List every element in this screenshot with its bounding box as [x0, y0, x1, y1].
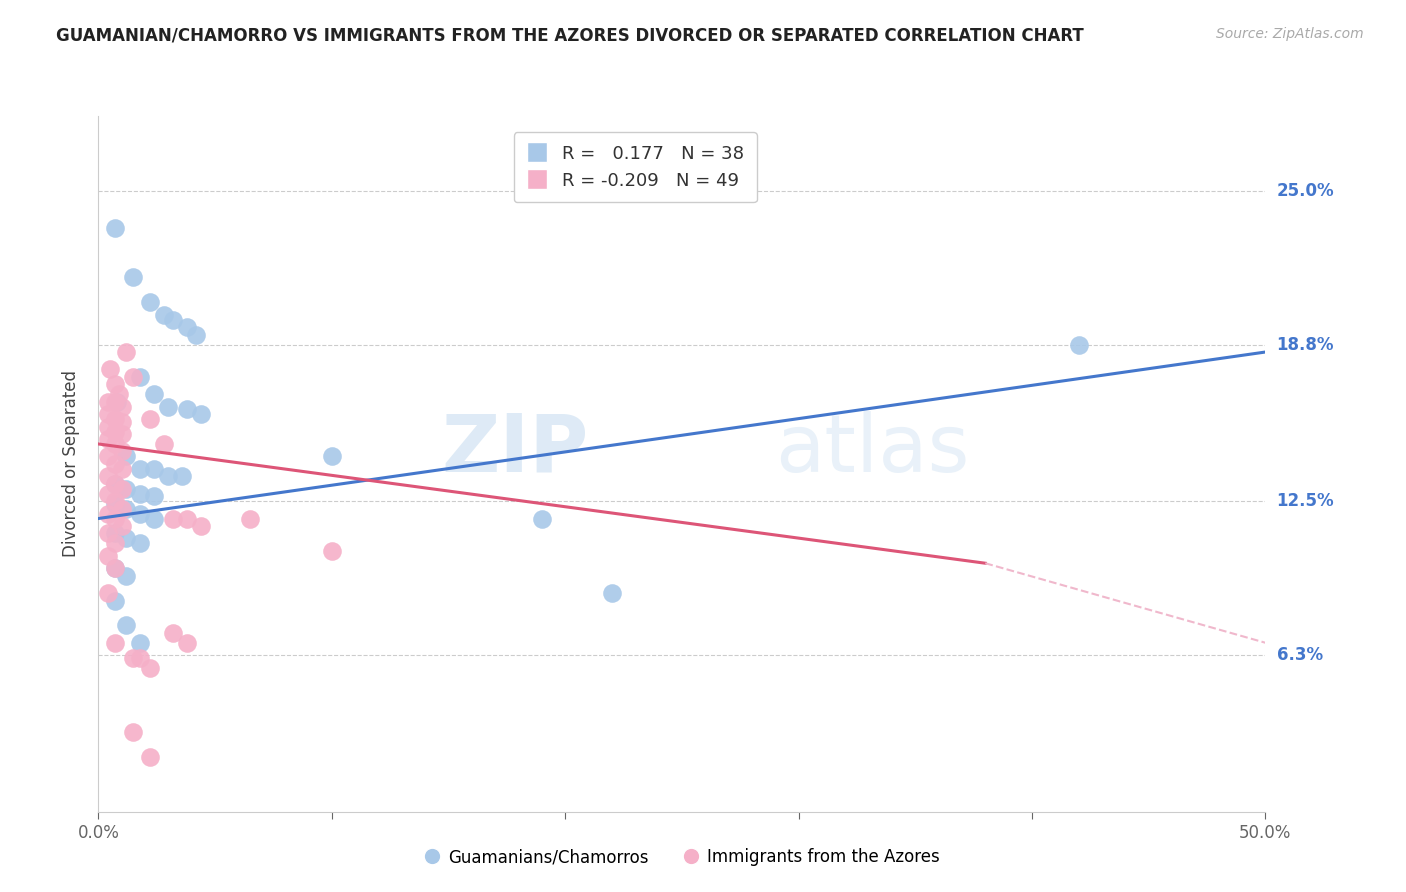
Point: [186, 327, 208, 342]
Point: [104, 497, 127, 511]
Point: [176, 636, 198, 650]
Point: [115, 501, 138, 516]
Text: 12.5%: 12.5%: [1277, 492, 1334, 510]
Point: [104, 377, 127, 392]
Point: [239, 511, 262, 525]
Point: [111, 400, 134, 414]
Point: [108, 387, 131, 401]
Point: [152, 437, 174, 451]
Point: [129, 369, 152, 384]
Point: [122, 369, 145, 384]
Point: [97, 507, 120, 521]
Point: [97, 432, 120, 446]
Point: [104, 425, 127, 439]
Point: [143, 387, 166, 401]
Point: [104, 536, 127, 550]
Point: [104, 437, 127, 451]
Point: [176, 511, 198, 525]
Point: [129, 486, 152, 500]
Point: [104, 457, 127, 471]
Point: [143, 462, 166, 476]
Y-axis label: Divorced or Separated: Divorced or Separated: [62, 370, 80, 558]
Legend: Guamanians/Chamorros, Immigrants from the Azores: Guamanians/Chamorros, Immigrants from th…: [418, 842, 946, 873]
Point: [321, 450, 343, 464]
Point: [104, 220, 127, 235]
Point: [530, 511, 553, 525]
Point: [122, 725, 145, 739]
Point: [104, 511, 127, 525]
Point: [129, 507, 152, 521]
Point: [111, 519, 134, 533]
Point: [157, 469, 180, 483]
Point: [139, 750, 162, 764]
Point: [600, 586, 623, 600]
Point: [104, 494, 127, 508]
Point: [98, 362, 121, 376]
Text: atlas: atlas: [775, 411, 970, 489]
Point: [111, 462, 134, 476]
Point: [122, 270, 145, 285]
Point: [143, 489, 166, 503]
Point: [129, 462, 152, 476]
Point: [172, 469, 194, 483]
Point: [97, 450, 120, 464]
Point: [104, 394, 127, 409]
Point: [1067, 337, 1090, 351]
Text: 6.3%: 6.3%: [1277, 646, 1323, 665]
Point: [129, 636, 152, 650]
Point: [143, 511, 166, 525]
Point: [97, 419, 120, 434]
Point: [97, 586, 120, 600]
Point: [97, 394, 120, 409]
Point: [162, 625, 184, 640]
Point: [111, 427, 134, 442]
Point: [111, 415, 134, 429]
Point: [111, 444, 134, 458]
Point: [162, 312, 184, 326]
Point: [176, 320, 198, 334]
Point: [115, 450, 138, 464]
Point: [139, 660, 162, 674]
Point: [139, 295, 162, 310]
Point: [104, 636, 127, 650]
Text: GUAMANIAN/CHAMORRO VS IMMIGRANTS FROM THE AZORES DIVORCED OR SEPARATED CORRELATI: GUAMANIAN/CHAMORRO VS IMMIGRANTS FROM TH…: [56, 27, 1084, 45]
Text: Source: ZipAtlas.com: Source: ZipAtlas.com: [1216, 27, 1364, 41]
Point: [97, 549, 120, 563]
Point: [104, 561, 127, 575]
Point: [115, 618, 138, 632]
Point: [104, 593, 127, 607]
Point: [122, 650, 145, 665]
Point: [190, 407, 212, 421]
Point: [104, 526, 127, 541]
Point: [157, 400, 180, 414]
Point: [115, 345, 138, 359]
Point: [104, 476, 127, 491]
Point: [176, 402, 198, 417]
Point: [152, 308, 174, 322]
Point: [190, 519, 212, 533]
Text: 18.8%: 18.8%: [1277, 335, 1334, 353]
Point: [115, 482, 138, 496]
Point: [97, 486, 120, 500]
Point: [129, 650, 152, 665]
Point: [139, 412, 162, 426]
Point: [104, 412, 127, 426]
Point: [111, 501, 134, 516]
Point: [111, 482, 134, 496]
Point: [129, 536, 152, 550]
Text: 25.0%: 25.0%: [1277, 181, 1334, 200]
Point: [321, 544, 343, 558]
Point: [115, 568, 138, 582]
Point: [115, 532, 138, 546]
Point: [104, 561, 127, 575]
Point: [97, 469, 120, 483]
Point: [162, 511, 184, 525]
Point: [97, 526, 120, 541]
Point: [104, 476, 127, 491]
Point: [105, 394, 128, 409]
Text: ZIP: ZIP: [441, 411, 589, 489]
Point: [97, 407, 120, 421]
